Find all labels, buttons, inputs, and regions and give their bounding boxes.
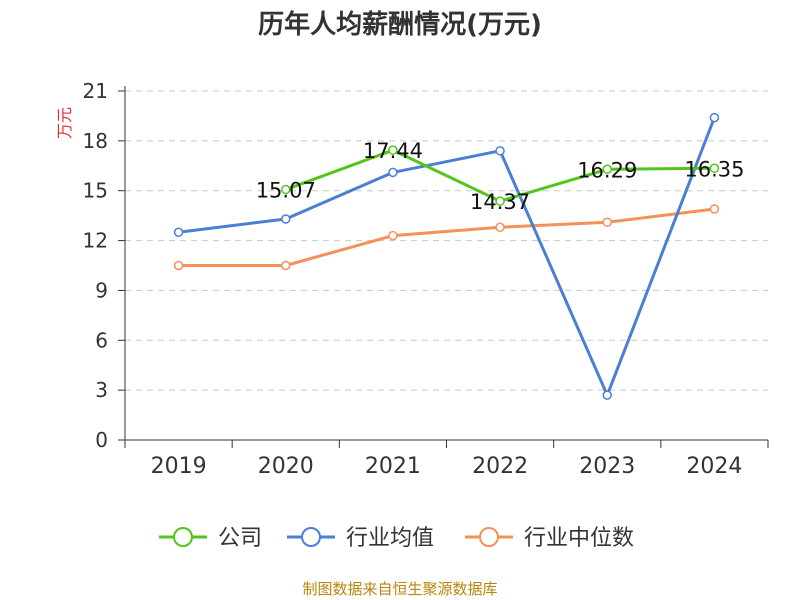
data-point bbox=[709, 112, 720, 123]
data-point bbox=[388, 167, 398, 178]
x-tick-label: 2024 bbox=[686, 454, 742, 479]
data-label: 16.35 bbox=[684, 157, 744, 181]
y-tick-label: 3 bbox=[95, 378, 108, 402]
data-point bbox=[602, 390, 612, 400]
y-tick-label: 21 bbox=[83, 79, 108, 103]
data-point bbox=[495, 146, 505, 156]
y-tick-label: 15 bbox=[83, 179, 108, 203]
data-label: 16.29 bbox=[577, 158, 637, 182]
data-point bbox=[709, 163, 720, 174]
legend-item-1[interactable]: 行业均值 bbox=[287, 526, 434, 551]
y-tick-label: 0 bbox=[95, 428, 108, 452]
series-group bbox=[173, 112, 720, 400]
series-2 bbox=[173, 204, 720, 271]
series-0 bbox=[281, 145, 720, 206]
series-line bbox=[178, 117, 716, 397]
y-axis-label: 万元 bbox=[55, 107, 74, 139]
data-point bbox=[173, 260, 184, 271]
data-point bbox=[281, 260, 291, 271]
x-tick-label: 2022 bbox=[472, 454, 528, 479]
data-label: 17.44 bbox=[363, 139, 423, 163]
legend-item-2[interactable]: 行业中位数 bbox=[465, 526, 634, 551]
data-label: 15.07 bbox=[256, 179, 316, 203]
grid-lines bbox=[125, 90, 768, 391]
axes: 0 3 6 9 12 15 18 21 2019 2020 2021 2022 2023 2024 bbox=[83, 79, 769, 479]
data-labels: 15.07 17.44 14.37 16.29 16.35 bbox=[256, 139, 745, 214]
data-point bbox=[281, 184, 291, 195]
data-point bbox=[388, 145, 398, 155]
y-tick-label: 12 bbox=[83, 229, 108, 253]
data-point bbox=[388, 230, 398, 241]
legend[interactable]: 公司 行业均值 行业中位数 bbox=[159, 526, 634, 551]
y-tick-label: 6 bbox=[95, 328, 108, 352]
data-point bbox=[173, 227, 184, 238]
legend-label: 行业均值 bbox=[346, 526, 434, 551]
legend-label: 行业中位数 bbox=[524, 526, 634, 551]
data-point bbox=[709, 204, 720, 214]
y-tick-label: 9 bbox=[95, 278, 108, 302]
x-tick-label: 2019 bbox=[151, 454, 207, 479]
data-point bbox=[602, 217, 612, 228]
data-point bbox=[281, 214, 291, 224]
legend-item-0[interactable]: 公司 bbox=[159, 526, 262, 551]
x-tick-label: 2020 bbox=[258, 454, 314, 479]
chart-title: 历年人均薪酬情况(万元) bbox=[258, 9, 542, 40]
y-tick-label: 18 bbox=[83, 129, 108, 153]
legend-swatch-marker bbox=[479, 527, 499, 547]
legend-swatch-marker bbox=[301, 527, 321, 547]
series-line bbox=[178, 207, 715, 267]
legend-swatch-marker bbox=[173, 527, 193, 547]
source-note: 制图数据来自恒生聚源数据库 bbox=[302, 580, 497, 598]
x-tick-label: 2021 bbox=[365, 454, 421, 479]
data-point bbox=[495, 196, 505, 206]
data-point bbox=[495, 222, 505, 233]
x-tick-label: 2023 bbox=[579, 454, 635, 479]
legend-label: 公司 bbox=[218, 526, 262, 551]
data-point bbox=[602, 164, 612, 175]
series-1 bbox=[173, 112, 720, 400]
data-label: 14.37 bbox=[470, 190, 530, 214]
